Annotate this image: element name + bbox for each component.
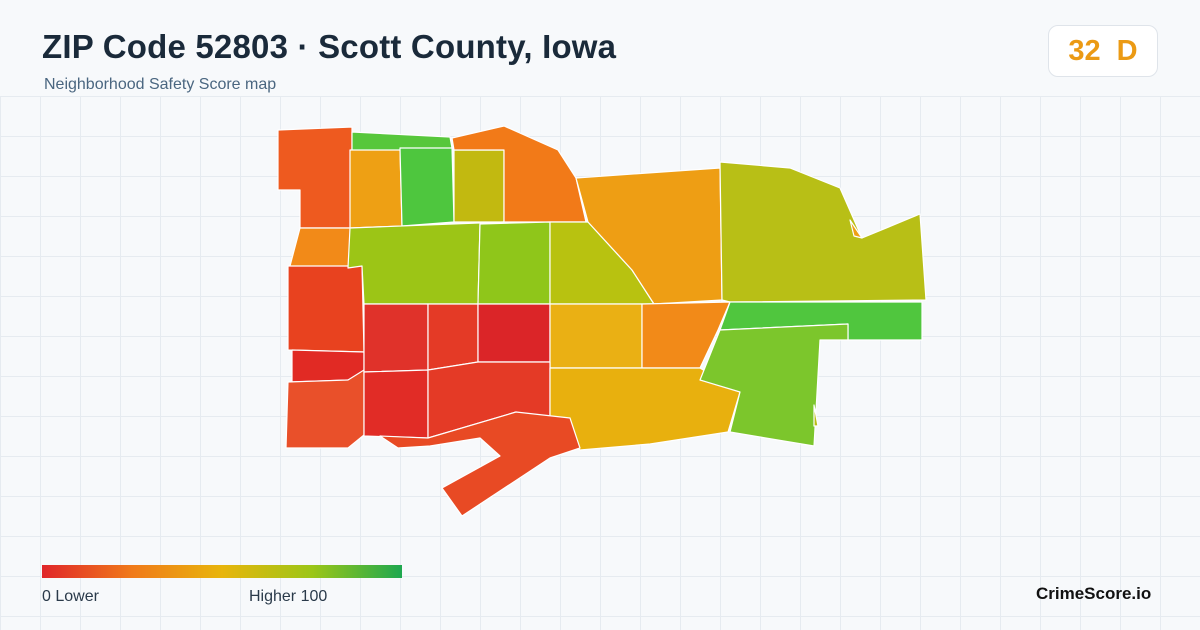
map-region[interactable] bbox=[399, 147, 455, 227]
map-region[interactable] bbox=[277, 126, 353, 229]
map-region[interactable] bbox=[453, 149, 505, 223]
map-region[interactable] bbox=[477, 303, 551, 363]
map-region[interactable] bbox=[699, 323, 849, 447]
safety-score-badge: 32 D bbox=[1048, 25, 1158, 77]
map-region[interactable] bbox=[477, 221, 551, 305]
legend-max-label: Higher 100 bbox=[249, 588, 328, 605]
map-region[interactable] bbox=[363, 369, 429, 439]
score-legend-bar bbox=[42, 565, 402, 578]
page-subtitle: Neighborhood Safety Score map bbox=[44, 76, 277, 93]
map-region[interactable] bbox=[549, 303, 643, 369]
map-region[interactable] bbox=[813, 404, 819, 427]
safety-score-grade: D bbox=[1116, 34, 1138, 67]
map-region[interactable] bbox=[641, 301, 731, 369]
map-region[interactable] bbox=[719, 161, 927, 303]
brand-logo-text: CrimeScore.io bbox=[1036, 584, 1152, 603]
map-region[interactable] bbox=[379, 411, 581, 517]
map-region[interactable] bbox=[289, 227, 353, 269]
map-region[interactable] bbox=[287, 265, 365, 353]
page-title: ZIP Code 52803 · Scott County, Iowa bbox=[42, 28, 617, 65]
map-region[interactable] bbox=[849, 219, 863, 239]
map-region[interactable] bbox=[285, 369, 365, 449]
legend-min-label: 0 Lower bbox=[42, 588, 99, 605]
map-region[interactable] bbox=[349, 149, 403, 229]
map-region[interactable] bbox=[363, 303, 429, 373]
header-background bbox=[0, 0, 1200, 96]
safety-score-value: 32 bbox=[1068, 34, 1101, 67]
map-region[interactable] bbox=[427, 303, 479, 371]
